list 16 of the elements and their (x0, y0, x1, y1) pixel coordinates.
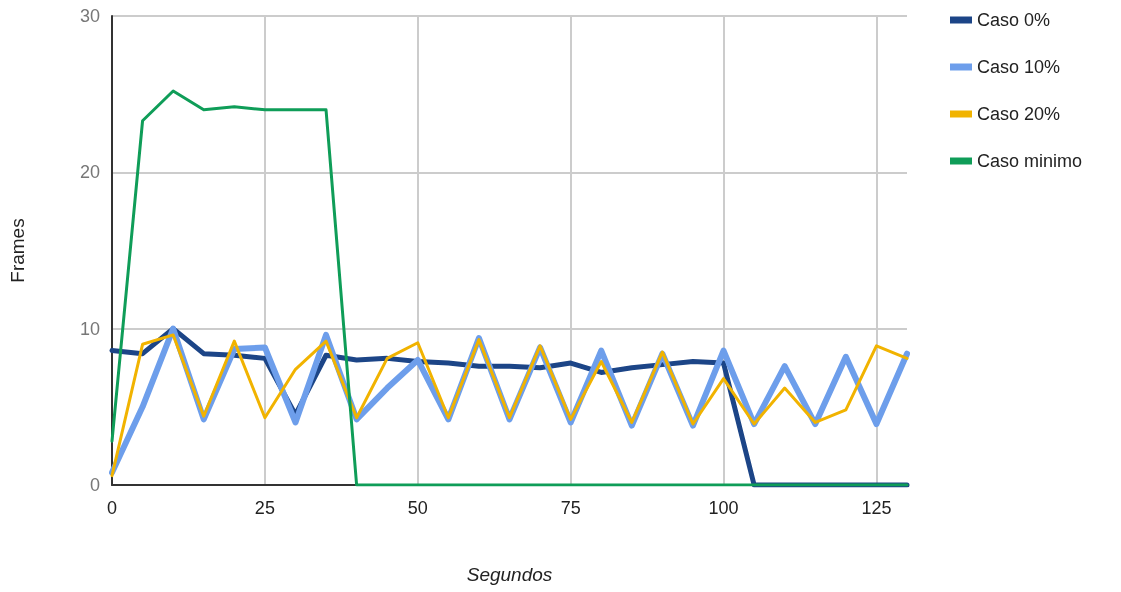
legend-label: Caso 0% (977, 10, 1051, 30)
legend-label: Caso 10% (977, 57, 1061, 77)
y-axis-title: Frames (7, 218, 28, 283)
x-tick-label: 25 (254, 498, 275, 518)
x-tick-label: 50 (407, 498, 428, 518)
y-tick-label: 30 (79, 6, 100, 26)
y-tick-label: 10 (79, 318, 100, 339)
x-tick-label: 0 (106, 498, 118, 518)
y-tick-label: 0 (89, 475, 100, 495)
x-tick-label: 100 (708, 498, 739, 518)
x-tick-label: 75 (560, 498, 581, 518)
legend-label: Caso minimo (977, 151, 1083, 171)
y-tick-label: 20 (79, 162, 100, 183)
legend-label: Caso 20% (977, 104, 1061, 124)
x-tick-label: 125 (861, 498, 892, 518)
x-axis-title: Segundos (466, 564, 553, 585)
